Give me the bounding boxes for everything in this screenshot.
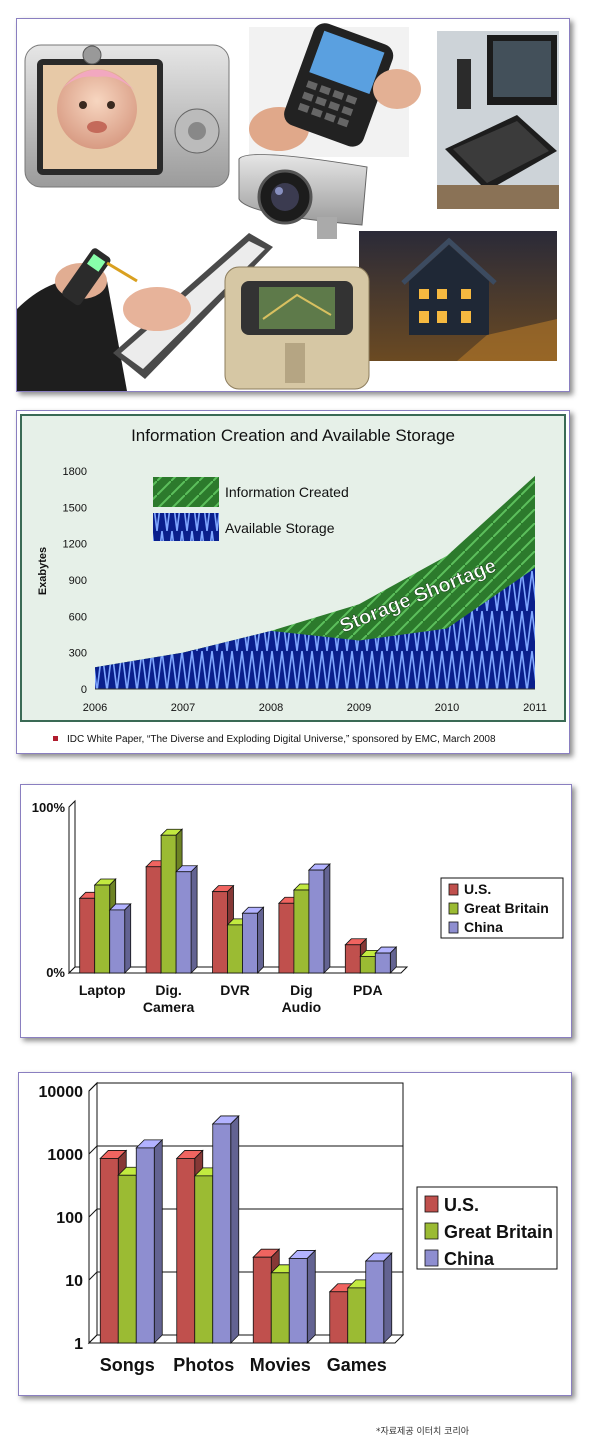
- bar-china-3: [307, 863, 331, 974]
- y-tick-label: 1500: [63, 502, 87, 514]
- y-tick-label: 300: [69, 648, 87, 660]
- x-tick-label: 2008: [259, 702, 283, 714]
- gridline: [88, 1082, 98, 1092]
- legend-label-information-created: Information Created: [225, 484, 349, 500]
- content-log-bar-chart-panel: 1 10 100 1000 10000 Songs Photos Movies Games U…: [18, 1072, 572, 1396]
- legend-swatch-information-created: [153, 477, 219, 507]
- y-tick-label: 10000: [39, 1084, 84, 1101]
- storage-area-chart-panel: Information Creation and Available Stora…: [16, 410, 570, 754]
- house-photo: [359, 231, 557, 361]
- legend-swatch: [448, 921, 459, 934]
- y-tick-label: 0%: [46, 965, 65, 980]
- photo-collage: [16, 18, 570, 392]
- bar-china-4: [374, 946, 398, 974]
- security-camera-photo: [238, 154, 368, 239]
- legend-swatch: [424, 1249, 439, 1267]
- y-axis-wall: [68, 799, 76, 975]
- x-tick-label: 2010: [435, 702, 459, 714]
- bar-u-s--4: [344, 937, 368, 974]
- legend-swatch: [424, 1195, 439, 1213]
- bar-china-1: [175, 864, 199, 974]
- x-tick-label: 2007: [171, 702, 195, 714]
- y-tick-label: 1200: [63, 539, 87, 551]
- content-log-bar-chart: 1 10 100 1000 10000 Songs Photos Movies Games U…: [39, 1081, 558, 1375]
- footer-credit: *자료제공 이터치 코리아: [376, 1427, 470, 1437]
- x-tick-label: Dig: [290, 982, 313, 998]
- legend-label: China: [444, 1249, 495, 1269]
- x-tick-label: Camera: [143, 999, 195, 1015]
- collage-illustration: [17, 23, 559, 391]
- legend: U.S. Great Britain China: [416, 1186, 558, 1270]
- legend-swatch-available-storage: [153, 513, 219, 541]
- y-tick-label: 1000: [47, 1147, 83, 1164]
- legend-swatch: [448, 902, 459, 915]
- source-bullet: [53, 736, 58, 741]
- x-tick-label: Songs: [100, 1355, 155, 1375]
- x-tick-label: Games: [327, 1355, 387, 1375]
- legend-label: Great Britain: [464, 900, 549, 916]
- legend-label: U.S.: [464, 881, 491, 897]
- legend-label: China: [464, 919, 503, 935]
- storage-area-chart: Information Creation and Available Stora…: [20, 414, 566, 745]
- chart-title: Information Creation and Available Stora…: [131, 426, 455, 445]
- y-tick-label: 0: [81, 684, 87, 696]
- source-note: IDC White Paper, “The Diverse and Explod…: [67, 734, 496, 745]
- legend-label-available-storage: Available Storage: [225, 520, 335, 536]
- bar-china-2: [241, 906, 265, 974]
- legend-swatch: [448, 883, 459, 896]
- x-tick-label: 2006: [83, 702, 107, 714]
- gridline: [88, 1145, 98, 1155]
- y-axis-label: Exabytes: [37, 547, 49, 595]
- bar-china-0: [135, 1138, 164, 1344]
- smartphone-photo: [249, 23, 421, 157]
- x-tick-label: Dig.: [155, 982, 181, 998]
- x-tick-label: DVR: [220, 982, 250, 998]
- bar-china-1: [211, 1114, 240, 1344]
- area-available-storage: [95, 567, 535, 689]
- legend-label: U.S.: [444, 1195, 479, 1215]
- y-tick-label: 900: [69, 575, 87, 587]
- legend: U.S. Great Britain China: [440, 877, 564, 939]
- x-tick-label: 2011: [523, 702, 547, 714]
- x-tick-label: Audio: [282, 999, 322, 1015]
- y-tick-label: 10: [65, 1273, 83, 1290]
- car-navigation-photo: [224, 266, 370, 390]
- y-tick-label: 1: [74, 1336, 83, 1353]
- gridline: [88, 1208, 98, 1218]
- y-tick-label: 1800: [63, 466, 87, 478]
- bar-china-0: [108, 902, 132, 974]
- y-tick-label: 600: [69, 611, 87, 623]
- bar-china-2: [288, 1249, 317, 1344]
- computer-photo: [437, 31, 559, 209]
- bar-china-3: [364, 1252, 393, 1344]
- legend-swatch: [424, 1222, 439, 1240]
- y-tick-label: 100%: [32, 800, 66, 815]
- legend-label: Great Britain: [444, 1222, 553, 1242]
- y-tick-label: 100: [56, 1210, 83, 1227]
- x-tick-label: Photos: [173, 1355, 234, 1375]
- x-tick-label: 2009: [347, 702, 371, 714]
- gridline: [88, 1271, 98, 1281]
- device-bar-chart-panel: 100% 0% Laptop Dig. Camera DVR Dig Audio PDA U.…: [20, 784, 572, 1038]
- x-tick-label: PDA: [353, 982, 383, 998]
- x-tick-label: Movies: [250, 1355, 311, 1375]
- camera-photo: [24, 44, 230, 188]
- x-tick-label: Laptop: [79, 982, 126, 998]
